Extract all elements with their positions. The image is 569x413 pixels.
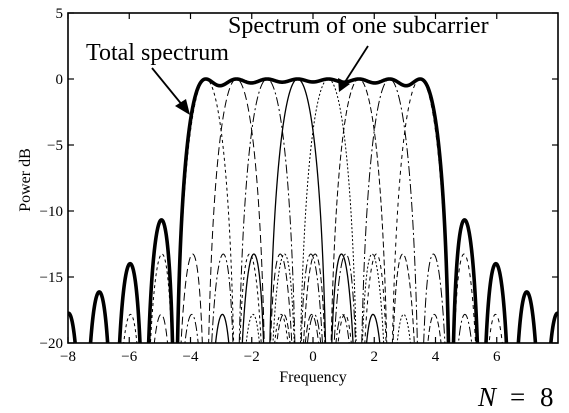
x-tick-label: −8 — [60, 349, 76, 365]
annotation-total-spectrum-label: Total spectrum — [86, 40, 229, 66]
y-axis-ticks: 5 0 −5 −10 −15 −20 — [40, 6, 558, 352]
x-axis-ticks: −8 −6 −4 −2 0 2 4 6 — [60, 13, 501, 365]
subcarrier-curves — [123, 78, 503, 343]
y-tick-label: −20 — [40, 336, 63, 352]
total-spectrum-layer — [68, 77, 558, 343]
x-axis-label: Frequency — [279, 369, 347, 386]
x-tick-label: 2 — [371, 349, 379, 365]
subcarrier-curve-3 — [184, 78, 350, 343]
y-tick-label: −5 — [47, 138, 63, 154]
subcarrier-curve-6 — [276, 78, 442, 343]
x-tick-label: −2 — [244, 349, 260, 365]
y-axis-label: Power dB — [17, 148, 34, 212]
subcarrier-count-label: N = 8 — [477, 382, 554, 412]
subcarrier-curve-1 — [123, 78, 289, 343]
annotation-one-subcarrier-arrow — [344, 45, 369, 83]
annotation-total-spectrum-arrow — [151, 67, 184, 107]
n-value: 8 — [540, 382, 554, 412]
x-tick-label: −6 — [121, 349, 137, 365]
subcarrier-curve-8 — [337, 78, 503, 343]
annotation-one-subcarrier-arrowhead — [338, 78, 350, 92]
y-tick-label: 0 — [56, 72, 64, 88]
total-spectrum-line — [68, 77, 558, 343]
annotation-total-spectrum-arrowhead — [175, 99, 190, 115]
annotation-one-subcarrier-label: Spectrum of one subcarrier — [228, 13, 489, 39]
x-tick-label: −4 — [183, 349, 199, 365]
n-equals: = — [510, 382, 525, 412]
y-tick-label: 5 — [56, 6, 64, 22]
y-tick-label: −10 — [40, 204, 63, 220]
n-symbol: N — [477, 382, 498, 412]
y-tick-label: −15 — [40, 270, 63, 286]
x-tick-label: 0 — [309, 349, 317, 365]
annotation-one-subcarrier: Spectrum of one subcarrier — [228, 13, 489, 92]
subcarrier-curve-2 — [153, 78, 320, 343]
annotation-total-spectrum: Total spectrum — [86, 40, 229, 115]
subcarrier-curve-4 — [214, 78, 381, 343]
subcarrier-curve-7 — [306, 78, 473, 343]
x-tick-label: 6 — [493, 349, 501, 365]
subcarrier-curve-5 — [245, 78, 411, 343]
x-tick-label: 4 — [432, 349, 440, 365]
